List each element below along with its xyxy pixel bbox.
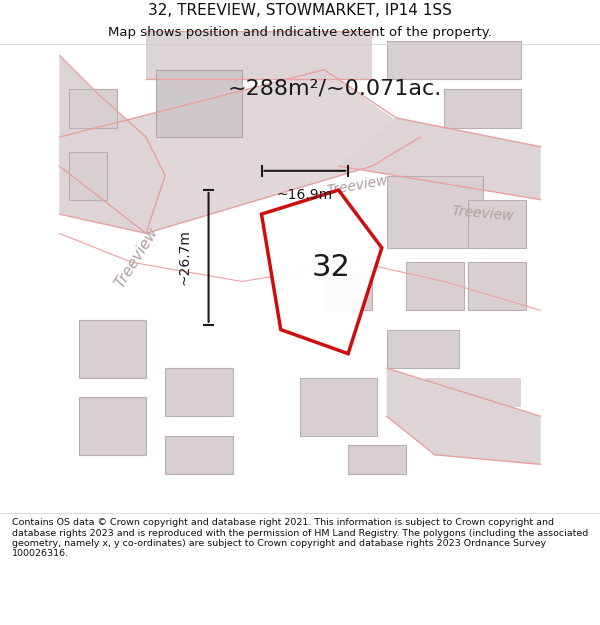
Polygon shape xyxy=(386,41,521,79)
Polygon shape xyxy=(425,378,521,407)
Polygon shape xyxy=(469,262,526,311)
Text: ~288m²/~0.071ac.: ~288m²/~0.071ac. xyxy=(228,79,442,99)
Polygon shape xyxy=(146,31,372,79)
Text: Treeview: Treeview xyxy=(451,204,514,224)
Polygon shape xyxy=(300,378,377,436)
Polygon shape xyxy=(445,89,521,127)
Polygon shape xyxy=(262,190,382,354)
Polygon shape xyxy=(324,272,372,311)
Text: Contains OS data © Crown copyright and database right 2021. This information is : Contains OS data © Crown copyright and d… xyxy=(12,518,588,558)
Text: Treeview: Treeview xyxy=(326,173,389,198)
Text: 32, TREEVIEW, STOWMARKET, IP14 1SS: 32, TREEVIEW, STOWMARKET, IP14 1SS xyxy=(148,3,452,18)
Polygon shape xyxy=(79,320,146,378)
Text: Treeview: Treeview xyxy=(112,224,161,291)
Polygon shape xyxy=(469,200,526,248)
Polygon shape xyxy=(165,368,233,416)
Text: Map shows position and indicative extent of the property.: Map shows position and indicative extent… xyxy=(108,26,492,39)
Polygon shape xyxy=(59,70,421,233)
Polygon shape xyxy=(69,151,107,200)
Polygon shape xyxy=(386,368,541,464)
Text: ~16.9m: ~16.9m xyxy=(277,188,333,202)
Polygon shape xyxy=(348,445,406,474)
Polygon shape xyxy=(386,329,459,368)
Polygon shape xyxy=(165,436,233,474)
Polygon shape xyxy=(69,89,117,127)
Polygon shape xyxy=(79,397,146,455)
Polygon shape xyxy=(59,55,165,233)
Text: ~26.7m: ~26.7m xyxy=(178,229,191,286)
Polygon shape xyxy=(386,176,483,248)
Polygon shape xyxy=(338,118,541,200)
Polygon shape xyxy=(155,70,242,137)
Polygon shape xyxy=(406,262,464,311)
Text: 32: 32 xyxy=(312,253,351,282)
